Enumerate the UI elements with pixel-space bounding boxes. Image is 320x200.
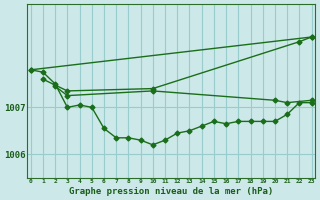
X-axis label: Graphe pression niveau de la mer (hPa): Graphe pression niveau de la mer (hPa): [69, 187, 273, 196]
